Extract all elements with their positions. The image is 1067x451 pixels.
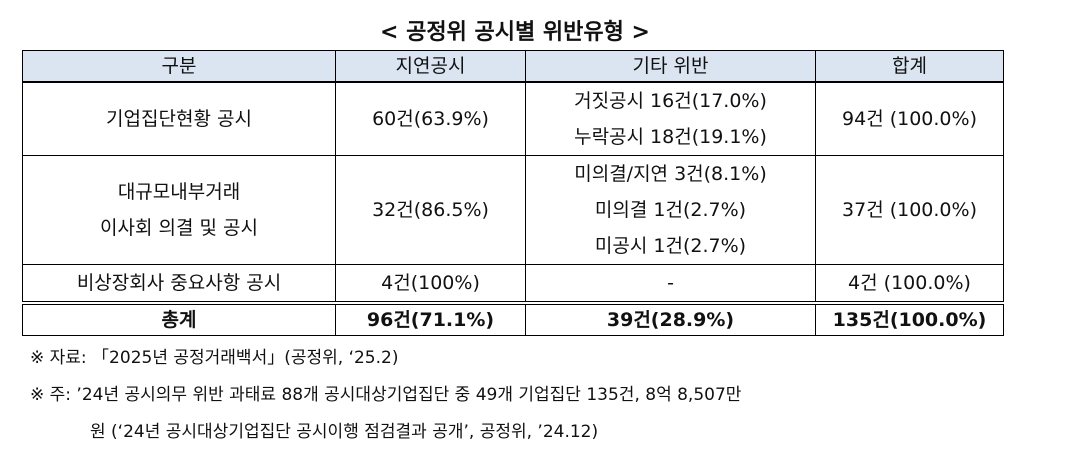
cell-line: 94건 (100.0%) — [842, 108, 977, 130]
total-cell: 135건(100.0%) — [815, 301, 1004, 336]
cell-line: 누락공시 18건(19.1%) — [574, 126, 767, 148]
cell-line: 미의결 1건(2.7%) — [594, 199, 747, 221]
cell-line: 4건 (100.0%) — [848, 272, 971, 294]
table-cell: 37건 (100.0%) — [815, 155, 1004, 265]
table-cell: 4건 (100.0%) — [815, 264, 1004, 304]
table-cell: 기업집단현황 공시 — [22, 81, 336, 156]
cell-line: 60건(63.9%) — [372, 108, 489, 130]
cell-line: 미의결/지연 3건(8.1%) — [574, 163, 767, 185]
table-cell: - — [525, 264, 816, 304]
table-body: 기업집단현황 공시 60건(63.9%) 거짓공시 16건(17.0%) 누락공시 1… — [22, 81, 1004, 336]
header-cell: 지연공시 — [335, 50, 526, 83]
total-cell: 총계 — [22, 301, 336, 336]
table-cell: 거짓공시 16건(17.0%) 누락공시 18건(19.1%) — [525, 81, 816, 156]
cell-line: 4건(100%) — [381, 272, 480, 294]
total-row: 총계 96건(71.1%) 39건(28.9%) 135건(100.0%) — [22, 301, 1004, 336]
cell-line: 이사회 의결 및 공시 — [100, 217, 258, 239]
cell-line: 미공시 1건(2.7%) — [594, 235, 747, 257]
note-line: 원 (‘24년 공시대상기업집단 공시이행 점검결과 공개’, 공정위, ’24… — [90, 422, 599, 442]
table-cell: 4건(100%) — [335, 264, 526, 304]
total-cell: 96건(71.1%) — [335, 301, 526, 336]
notes: ※ 자료: 「2025년 공정거래백서」(공정위, ‘25.2) ※ 주: ’24… — [30, 340, 741, 451]
cell-line: 37건 (100.0%) — [842, 199, 977, 221]
cell-line: 거짓공시 16건(17.0%) — [574, 90, 767, 112]
cell-line: 대규모내부거래 — [117, 181, 241, 203]
table-cell: 60건(63.9%) — [335, 81, 526, 156]
title: < 공정위 공시별 위반유형 > — [380, 20, 650, 45]
cell-line: 기업집단현황 공시 — [106, 108, 252, 130]
table-cell: 32건(86.5%) — [335, 155, 526, 265]
cell-line: 비상장회사 중요사항 공시 — [76, 272, 282, 294]
table-cell: 94건 (100.0%) — [815, 81, 1004, 156]
header-cell: 구분 — [22, 50, 336, 83]
note-line: ※ 주: ’24년 공시의무 위반 과태료 88개 공시대상기업집단 중 49개… — [30, 385, 742, 405]
cell-line: 32건(86.5%) — [372, 199, 489, 221]
table-row: 비상장회사 중요사항 공시 4건(100%) - 4건 (100.0%) — [22, 264, 1004, 304]
header-row: 구분 지연공시 기타 위반 합계 — [22, 50, 1004, 83]
table-cell: 비상장회사 중요사항 공시 — [22, 264, 336, 304]
table-cell: 미의결/지연 3건(8.1%) 미의결 1건(2.7%) 미공시 1건(2.7%) — [525, 155, 816, 265]
header-cell: 기타 위반 — [525, 50, 816, 83]
total-cell: 39건(28.9%) — [525, 301, 816, 336]
cell-line: - — [667, 272, 674, 294]
violation-table: 구분 지연공시 기타 위반 합계 기업집단현황 공시 60건(63.9%) 거짓공시 16… — [22, 50, 1004, 336]
note-line: ※ 자료: 「2025년 공정거래백서」(공정위, ‘25.2) — [30, 348, 399, 368]
header-cell: 합계 — [815, 50, 1004, 83]
table-row: 기업집단현황 공시 60건(63.9%) 거짓공시 16건(17.0%) 누락공시 1… — [22, 81, 1004, 156]
